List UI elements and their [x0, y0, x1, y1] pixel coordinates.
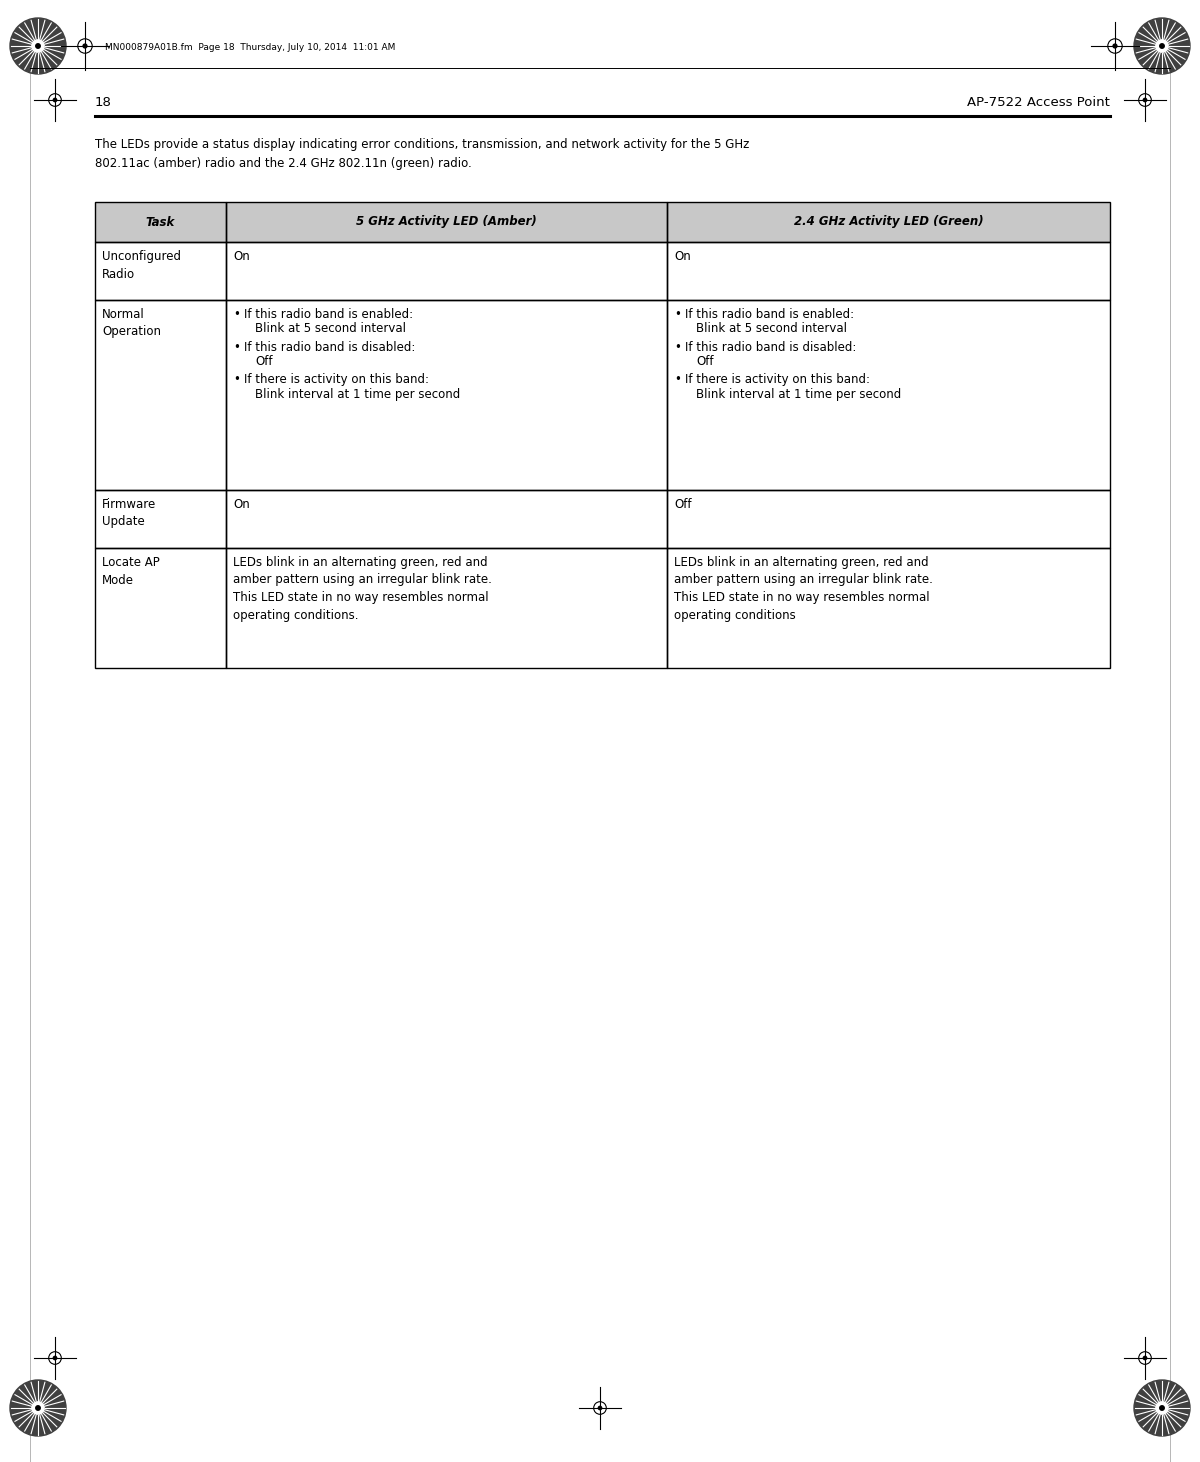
- Text: Unconfigured
Radio: Unconfigured Radio: [102, 250, 181, 281]
- Bar: [95, 202, 226, 243]
- Circle shape: [1134, 18, 1190, 75]
- Text: Blink interval at 1 time per second: Blink interval at 1 time per second: [256, 387, 461, 401]
- Text: 5 GHz Activity LED (Amber): 5 GHz Activity LED (Amber): [356, 215, 536, 228]
- Bar: [667, 548, 1110, 668]
- Circle shape: [49, 1352, 61, 1364]
- Circle shape: [1134, 1380, 1190, 1436]
- Text: Off: Off: [674, 499, 691, 512]
- Text: On: On: [674, 250, 691, 263]
- Text: Blink interval at 1 time per second: Blink interval at 1 time per second: [696, 387, 901, 401]
- Text: Firmware
Update: Firmware Update: [102, 499, 156, 528]
- Text: AP-7522 Access Point: AP-7522 Access Point: [967, 95, 1110, 108]
- Bar: [226, 490, 667, 548]
- Text: Blink at 5 second interval: Blink at 5 second interval: [696, 323, 847, 335]
- Text: If there is activity on this band:: If there is activity on this band:: [685, 373, 870, 386]
- Bar: [95, 300, 226, 490]
- Bar: [226, 243, 667, 300]
- Circle shape: [49, 94, 61, 107]
- Text: •: •: [674, 373, 680, 386]
- Text: Off: Off: [696, 355, 714, 368]
- Text: MN000879A01B.fm  Page 18  Thursday, July 10, 2014  11:01 AM: MN000879A01B.fm Page 18 Thursday, July 1…: [106, 44, 395, 53]
- Bar: [667, 243, 1110, 300]
- Circle shape: [1139, 94, 1151, 107]
- Circle shape: [1114, 44, 1117, 48]
- Bar: [226, 548, 667, 668]
- Bar: [226, 202, 667, 243]
- Text: If this radio band is disabled:: If this radio band is disabled:: [685, 341, 857, 354]
- Circle shape: [78, 39, 92, 53]
- Circle shape: [1156, 1402, 1168, 1414]
- Circle shape: [83, 44, 86, 48]
- Text: Task: Task: [146, 215, 175, 228]
- Text: •: •: [233, 373, 240, 386]
- Circle shape: [1139, 1352, 1151, 1364]
- Text: On: On: [233, 250, 250, 263]
- Bar: [95, 490, 226, 548]
- Text: Blink at 5 second interval: Blink at 5 second interval: [256, 323, 406, 335]
- Circle shape: [32, 39, 44, 53]
- Circle shape: [599, 1406, 601, 1409]
- Circle shape: [32, 1402, 44, 1414]
- Text: If this radio band is enabled:: If this radio band is enabled:: [685, 308, 854, 322]
- Text: 18: 18: [95, 95, 112, 108]
- Circle shape: [1108, 39, 1122, 53]
- Text: On: On: [233, 499, 250, 512]
- Text: •: •: [233, 308, 240, 322]
- Text: 2.4 GHz Activity LED (Green): 2.4 GHz Activity LED (Green): [793, 215, 983, 228]
- Bar: [95, 202, 226, 243]
- Text: If there is activity on this band:: If there is activity on this band:: [244, 373, 430, 386]
- Circle shape: [10, 18, 66, 75]
- Bar: [667, 490, 1110, 548]
- Circle shape: [36, 44, 41, 48]
- Text: •: •: [674, 308, 680, 322]
- Text: Off: Off: [256, 355, 272, 368]
- Text: If this radio band is enabled:: If this radio band is enabled:: [244, 308, 413, 322]
- Circle shape: [1144, 1357, 1147, 1360]
- Text: The LEDs provide a status display indicating error conditions, transmission, and: The LEDs provide a status display indica…: [95, 137, 749, 170]
- Bar: [667, 300, 1110, 490]
- Circle shape: [1159, 1406, 1164, 1411]
- Text: If this radio band is disabled:: If this radio band is disabled:: [244, 341, 415, 354]
- Circle shape: [10, 1380, 66, 1436]
- Circle shape: [53, 98, 56, 102]
- Bar: [667, 202, 1110, 243]
- Circle shape: [1144, 98, 1147, 102]
- Text: •: •: [233, 341, 240, 354]
- Bar: [95, 548, 226, 668]
- Circle shape: [36, 1406, 41, 1411]
- Text: Locate AP
Mode: Locate AP Mode: [102, 556, 160, 586]
- Circle shape: [594, 1402, 606, 1414]
- Text: •: •: [674, 341, 680, 354]
- Text: LEDs blink in an alternating green, red and
amber pattern using an irregular bli: LEDs blink in an alternating green, red …: [233, 556, 492, 621]
- Circle shape: [1156, 39, 1168, 53]
- Bar: [226, 300, 667, 490]
- Bar: [226, 202, 667, 243]
- Text: Normal
Operation: Normal Operation: [102, 308, 161, 339]
- Text: LEDs blink in an alternating green, red and
amber pattern using an irregular bli: LEDs blink in an alternating green, red …: [674, 556, 932, 621]
- Bar: [667, 202, 1110, 243]
- Bar: [95, 243, 226, 300]
- Circle shape: [1159, 44, 1164, 48]
- Circle shape: [53, 1357, 56, 1360]
